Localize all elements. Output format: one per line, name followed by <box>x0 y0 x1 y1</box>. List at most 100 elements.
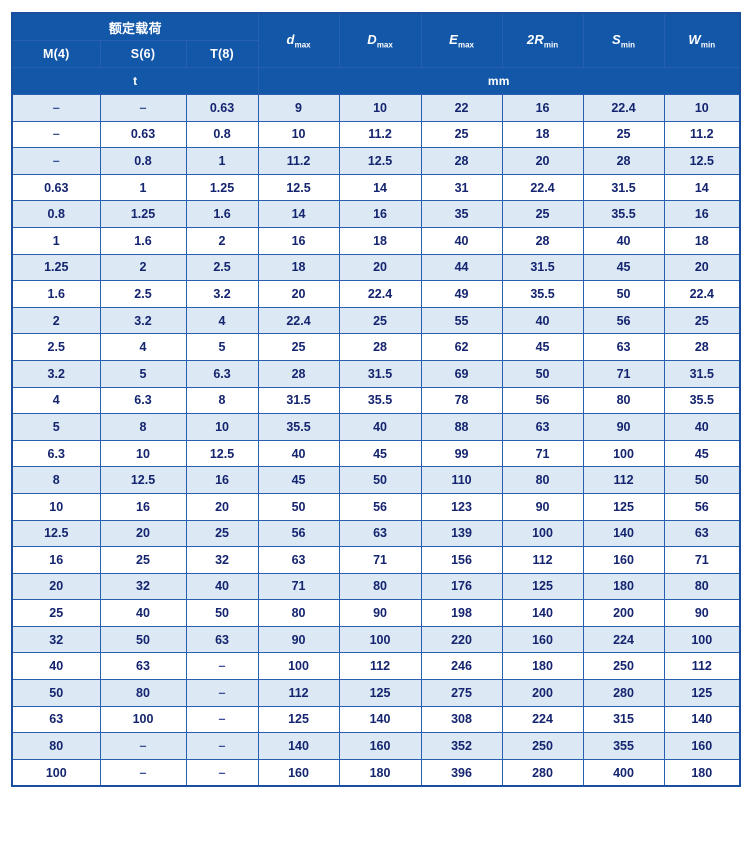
cell-d: 18 <box>257 253 340 282</box>
header-row-units: t mm <box>11 67 741 95</box>
cell-w: 40 <box>663 413 741 441</box>
cell-m4: 2 <box>11 306 101 335</box>
cell-w: 45 <box>663 439 741 468</box>
cell-d: 20 <box>257 280 340 308</box>
cell-w: 16 <box>663 200 741 228</box>
cell-w: 80 <box>663 572 741 601</box>
cell-w: 12.5 <box>663 147 741 175</box>
table-container: 额定载荷 dmax Dmax Emax 2Rmin Smin <box>11 12 742 788</box>
cell-D: 22.4 <box>338 280 422 308</box>
cell-E: 275 <box>420 679 503 707</box>
table-row: 63 100–125 140 308 224 315 140 <box>11 705 741 734</box>
cell-m4: – <box>11 120 101 149</box>
cell-t8: 0.63 <box>185 94 259 122</box>
cell-E: 88 <box>420 413 503 441</box>
cell-E: 308 <box>420 705 503 734</box>
symbol-W: W <box>688 31 701 47</box>
cell-s6: – <box>99 94 187 122</box>
cell-s: 31.5 <box>582 173 665 202</box>
cell-t8: 63 <box>185 625 259 654</box>
cell-s6: 80 <box>99 679 187 707</box>
cell-r2: 22.4 <box>501 173 584 202</box>
cell-E: 110 <box>420 466 503 494</box>
cell-E: 99 <box>420 439 503 468</box>
cell-m4: 12.5 <box>11 519 101 548</box>
cell-w: 35.5 <box>663 386 741 415</box>
cell-E: 220 <box>420 625 503 654</box>
load-dimension-table: 额定载荷 dmax Dmax Emax 2Rmin Smin <box>11 12 742 788</box>
cell-s6: 40 <box>99 599 187 627</box>
cell-E: 62 <box>420 333 503 361</box>
table-row: 8 12.5 16 45 50 110 80 112 50 <box>11 466 741 494</box>
cell-s6: 50 <box>99 625 187 654</box>
cell-m4: 50 <box>11 679 101 707</box>
cell-w: 22.4 <box>663 280 741 308</box>
cell-d: 90 <box>257 625 340 654</box>
subscript-D: max <box>376 40 393 50</box>
cell-d: 40 <box>257 439 340 468</box>
cell-w: 20 <box>663 253 741 282</box>
cell-s6: 10 <box>99 439 187 468</box>
cell-m4: 0.63 <box>11 173 101 202</box>
cell-m4: 16 <box>11 546 101 574</box>
cell-w: 90 <box>663 599 741 627</box>
cell-m4: 1.6 <box>11 280 101 308</box>
cell-s6: 3.2 <box>99 306 187 335</box>
table-row: 10 16 20 50 56 123 90 125 56 <box>11 492 741 521</box>
cell-s: 200 <box>582 599 665 627</box>
cell-t8: 1.25 <box>185 173 259 202</box>
cell-D: 11.2 <box>338 120 422 149</box>
cell-m4: 6.3 <box>11 439 101 468</box>
cell-d: 9 <box>257 94 340 122</box>
column-header-S-min: Smin <box>582 12 665 68</box>
column-header-s6: S(6) <box>99 40 187 68</box>
header-row-group: 额定载荷 dmax Dmax Emax 2Rmin Smin <box>11 12 741 68</box>
cell-E: 22 <box>420 94 503 122</box>
cell-E: 31 <box>420 173 503 202</box>
cell-s6: 100 <box>99 705 187 734</box>
cell-m4: 40 <box>11 652 101 681</box>
column-header-d-max: dmax <box>257 12 340 68</box>
cell-s: 112 <box>582 466 665 494</box>
cell-r2: 224 <box>501 705 584 734</box>
cell-E: 352 <box>420 732 503 760</box>
cell-D: 10 <box>338 94 422 122</box>
column-header-m4: M(4) <box>11 40 101 68</box>
cell-s6: 6.3 <box>99 386 187 415</box>
column-header-t8: T(8) <box>185 40 259 68</box>
column-header-D-max: Dmax <box>338 12 422 68</box>
cell-s6: 1.6 <box>99 226 187 255</box>
cell-r2: 160 <box>501 625 584 654</box>
cell-E: 78 <box>420 386 503 415</box>
cell-d: 71 <box>257 572 340 601</box>
cell-r2: 63 <box>501 413 584 441</box>
table-row: 20 32 40 71 80 176 125 180 80 <box>11 572 741 601</box>
cell-s: 140 <box>582 519 665 548</box>
cell-r2: 200 <box>501 679 584 707</box>
cell-s: 250 <box>582 652 665 681</box>
cell-s6: 5 <box>99 359 187 388</box>
table-row: 2.5 4 5 25 28 62 45 63 28 <box>11 333 741 361</box>
cell-E: 49 <box>420 280 503 308</box>
cell-r2: 56 <box>501 386 584 415</box>
cell-d: 63 <box>257 546 340 574</box>
cell-D: 25 <box>338 306 422 335</box>
cell-d: 80 <box>257 599 340 627</box>
cell-d: 100 <box>257 652 340 681</box>
table-row: 5 8 10 35.5 40 88 63 90 40 <box>11 413 741 441</box>
cell-w: 31.5 <box>663 359 741 388</box>
cell-s6: 12.5 <box>99 466 187 494</box>
cell-s: 25 <box>582 120 665 149</box>
table-row: 80– –140 160 352 250 355 160 <box>11 732 741 760</box>
cell-D: 71 <box>338 546 422 574</box>
cell-m4: 8 <box>11 466 101 494</box>
cell-m4: 63 <box>11 705 101 734</box>
cell-D: 14 <box>338 173 422 202</box>
cell-m4: 1.25 <box>11 253 101 282</box>
cell-s6: 0.63 <box>99 120 187 149</box>
table-row: 32 50 63 90 100 220 160 224 100 <box>11 625 741 654</box>
cell-w: 63 <box>663 519 741 548</box>
cell-s: 400 <box>582 758 665 787</box>
cell-m4: 4 <box>11 386 101 415</box>
